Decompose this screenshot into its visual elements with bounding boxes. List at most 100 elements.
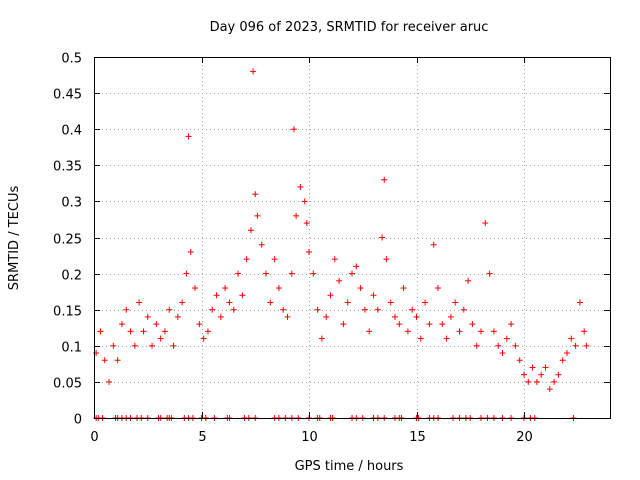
chart-title: Day 096 of 2023, SRMTID for receiver aru… <box>210 20 489 35</box>
data-point <box>131 342 138 349</box>
data-point <box>529 364 536 371</box>
y-tick-label: 0.25 <box>53 233 82 248</box>
data-point <box>280 306 287 313</box>
data-point <box>381 176 388 183</box>
data-point <box>174 313 181 320</box>
data-point <box>310 270 317 277</box>
data-point <box>144 313 151 320</box>
data-point <box>252 191 259 198</box>
data-point <box>581 328 588 335</box>
data-point <box>387 299 394 306</box>
data-point <box>235 270 242 277</box>
data-point <box>288 270 295 277</box>
data-point <box>136 299 143 306</box>
data-point <box>383 256 390 263</box>
data-point <box>452 299 459 306</box>
data-point <box>486 270 493 277</box>
data-point <box>247 227 254 234</box>
data-point <box>417 335 424 342</box>
data-point <box>512 342 519 349</box>
y-tick-label: 0.1 <box>61 341 82 356</box>
y-tick-label: 0 <box>74 413 82 428</box>
data-point <box>284 313 291 320</box>
data-point <box>559 357 566 364</box>
data-point <box>166 306 173 313</box>
data-point <box>572 342 579 349</box>
data-point <box>200 335 207 342</box>
data-point <box>97 328 104 335</box>
data-point <box>400 285 407 292</box>
data-point <box>110 342 117 349</box>
data-point <box>404 328 411 335</box>
data-point <box>495 342 502 349</box>
data-point <box>196 321 203 328</box>
data-point <box>239 292 246 299</box>
data-point <box>340 321 347 328</box>
data-point <box>430 241 437 248</box>
data-point <box>555 371 562 378</box>
data-point <box>303 220 310 227</box>
data-point <box>222 285 229 292</box>
data-point <box>379 234 386 241</box>
data-point <box>392 313 398 320</box>
data-point <box>422 299 429 306</box>
data-point <box>157 335 164 342</box>
data-point <box>361 306 368 313</box>
data-point <box>353 263 360 270</box>
data-point <box>217 313 224 320</box>
data-point <box>482 220 489 227</box>
data-point <box>426 321 433 328</box>
data-point <box>267 299 274 306</box>
data-point <box>161 328 168 335</box>
x-tick-label: 15 <box>409 430 426 445</box>
data-point <box>318 335 325 342</box>
y-tick-label: 0.5 <box>61 52 82 67</box>
data-point <box>409 306 416 313</box>
data-point <box>473 342 480 349</box>
data-point <box>213 292 220 299</box>
data-point <box>490 328 497 335</box>
data-point <box>349 270 355 277</box>
data-point <box>290 126 297 133</box>
data-point <box>230 306 237 313</box>
data-point <box>357 285 364 292</box>
data-point <box>192 285 199 292</box>
data-point <box>226 299 233 306</box>
data-point <box>187 248 194 255</box>
data-point <box>370 292 377 299</box>
x-tick-label: 20 <box>516 430 533 445</box>
data-point <box>443 335 450 342</box>
data-point <box>179 299 186 306</box>
data-point <box>306 248 312 255</box>
data-point <box>396 321 403 328</box>
data-point <box>525 378 532 385</box>
y-tick-label: 0.3 <box>61 196 82 211</box>
axes: 0 0.05 0.1 0.15 0.2 0.25 0.3 0.35 0.4 0.45 0.5 0 5 10… <box>53 52 610 445</box>
data-point <box>293 212 300 219</box>
data-point <box>118 321 125 328</box>
x-tick-label: 0 <box>90 430 98 445</box>
data-point <box>314 306 321 313</box>
data-point <box>301 198 308 205</box>
y-tick-label: 0.45 <box>53 88 82 103</box>
data-point <box>258 241 265 248</box>
data-point <box>243 256 250 263</box>
data-point <box>564 350 570 357</box>
data-point <box>170 342 177 349</box>
data-point <box>546 386 553 393</box>
data-point <box>101 357 108 364</box>
data-point <box>271 256 278 263</box>
y-tick-label: 0.05 <box>53 377 82 392</box>
data-point <box>508 321 515 328</box>
data-point <box>503 335 510 342</box>
y-tick-label: 0.4 <box>61 124 82 139</box>
data-point <box>106 378 113 385</box>
x-tick-label: 10 <box>301 430 318 445</box>
y-tick-label: 0.15 <box>53 305 82 320</box>
data-point <box>250 68 257 75</box>
y-axis-label: SRMTID / TECUs <box>7 186 22 291</box>
data-point <box>439 321 446 328</box>
x-axis-label: GPS time / hours <box>295 459 404 474</box>
plot-frame <box>94 57 611 419</box>
